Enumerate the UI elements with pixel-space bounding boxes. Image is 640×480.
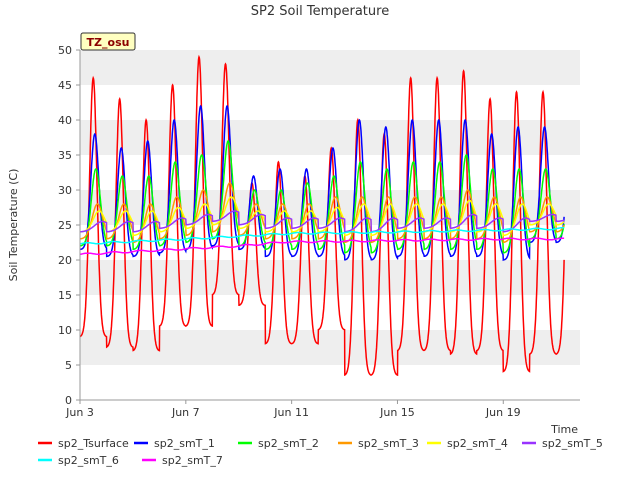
y-tick-label: 0 <box>65 394 72 407</box>
legend-item-sp2-Tsurface: sp2_Tsurface <box>38 437 129 450</box>
legend-label: sp2_smT_2 <box>258 437 319 450</box>
legend-label: sp2_smT_5 <box>542 437 603 450</box>
legend-item-sp2-smT-5: sp2_smT_5 <box>522 437 603 450</box>
legend-label: sp2_Tsurface <box>58 437 129 450</box>
x-tick-label: Jun 7 <box>171 406 200 419</box>
grid-band <box>80 330 580 365</box>
grid-band <box>80 120 580 155</box>
legend-item-sp2-smT-7: sp2_smT_7 <box>142 454 223 467</box>
series-lines <box>79 54 565 377</box>
x-tick-label: Jun 15 <box>379 406 415 419</box>
y-tick-label: 45 <box>58 79 72 92</box>
y-tick-label: 30 <box>58 184 72 197</box>
y-tick-label: 50 <box>58 44 72 57</box>
y-tick-label: 25 <box>58 219 72 232</box>
site-label-badge: TZ_osu <box>80 32 136 51</box>
legend-label: sp2_smT_1 <box>154 437 215 450</box>
y-tick-label: 10 <box>58 324 72 337</box>
legend-label: sp2_smT_3 <box>358 437 419 450</box>
legend-item-sp2-smT-3: sp2_smT_3 <box>338 437 419 450</box>
y-tick-label: 35 <box>58 149 72 162</box>
x-tick-label: Jun 3 <box>65 406 94 419</box>
legend-label: sp2_smT_7 <box>162 454 223 467</box>
axes: 0 5 10 15 20 25 30 35 40 45 50 Jun 3 Jun 7 Jun 11 Jun … <box>58 44 580 419</box>
y-axis-label: Soil Temperature (C) <box>7 169 20 282</box>
legend-item-sp2-smT-1: sp2_smT_1 <box>134 437 215 450</box>
legend-label: sp2_smT_4 <box>447 437 508 450</box>
y-tick-label: 40 <box>58 114 72 127</box>
y-tick-label: 5 <box>65 359 72 372</box>
series-line-sp2-smT-7 <box>79 237 565 256</box>
grid-band <box>80 260 580 295</box>
site-label-box <box>80 32 136 51</box>
grid-band <box>80 50 580 85</box>
series-line-sp2-smT-6 <box>79 226 565 245</box>
series-line-sp2-smT-2 <box>80 140 565 254</box>
y-tick-label: 20 <box>58 254 72 267</box>
series-line-sp2-smT-3 <box>80 182 565 244</box>
legend-label: sp2_smT_6 <box>58 454 119 467</box>
series-line-sp2-Tsurface <box>79 54 565 377</box>
series-line-sp2-smT-5 <box>80 210 565 233</box>
legend-item-sp2-smT-4: sp2_smT_4 <box>427 437 508 450</box>
y-tick-label: 15 <box>58 289 72 302</box>
legend: sp2_Tsurface sp2_smT_1 sp2_smT_2 sp2_smT_3 s… <box>38 437 603 467</box>
x-tick-label: Jun 19 <box>485 406 521 419</box>
x-tick-label: Jun 11 <box>273 406 309 419</box>
chart-title: SP2 Soil Temperature <box>251 4 389 19</box>
site-label-text: TZ_osu <box>87 36 130 49</box>
legend-item-sp2-smT-6: sp2_smT_6 <box>38 454 119 467</box>
x-axis-label: Time <box>550 423 578 436</box>
legend-item-sp2-smT-2: sp2_smT_2 <box>238 437 319 450</box>
